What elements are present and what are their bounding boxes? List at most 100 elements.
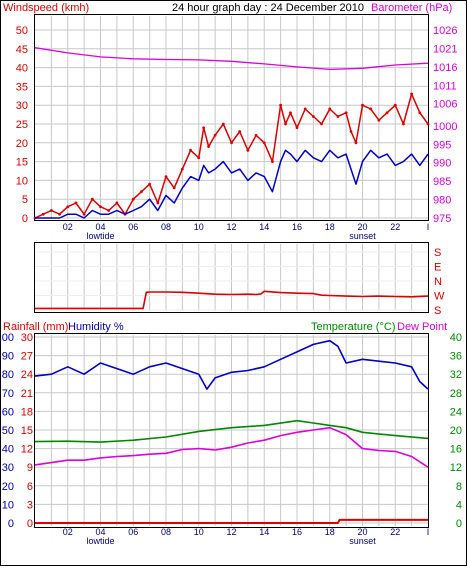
wind-data-point bbox=[262, 141, 266, 145]
wind-data-point bbox=[74, 201, 78, 205]
hour-tick-label: 10 bbox=[194, 222, 204, 232]
temperature-axis-label: Temperature (°C) bbox=[311, 321, 395, 333]
barometer-tick-label: 1026 bbox=[433, 25, 457, 37]
direction-label: E bbox=[434, 262, 441, 274]
wind-data-point bbox=[148, 182, 152, 186]
direction-label: S bbox=[434, 305, 441, 317]
hour-tick-label: 08 bbox=[161, 527, 171, 537]
barometer-series-line bbox=[34, 47, 429, 71]
wind-data-point bbox=[197, 156, 201, 160]
windspeed-tick-label: 30 bbox=[16, 100, 28, 112]
temperature-tick-label: 36 bbox=[450, 351, 462, 363]
rain-tick-label: 18 bbox=[21, 406, 33, 418]
barometer-tick-label: 995 bbox=[433, 139, 451, 151]
wind-data-point bbox=[279, 103, 283, 107]
wind-data-point bbox=[49, 209, 53, 212]
hour-tick-label: 04 bbox=[95, 527, 105, 537]
windspeed-tick-label: 20 bbox=[16, 138, 28, 150]
x-marker-label: lowtide bbox=[86, 231, 114, 241]
hour-tick-label: 14 bbox=[259, 527, 269, 537]
wind-data-point bbox=[349, 130, 353, 133]
wind-data-point bbox=[238, 130, 242, 133]
wind-data-point bbox=[402, 122, 405, 126]
wind-data-point bbox=[303, 107, 307, 111]
wind-data-point bbox=[164, 175, 168, 179]
temperature-tick-label: 28 bbox=[450, 388, 462, 400]
humidity-tick-label: 50 bbox=[2, 425, 14, 437]
barometer-tick-label: 980 bbox=[433, 195, 451, 207]
barometer-tick-label: 1011 bbox=[433, 80, 457, 92]
hour-tick-label: 12 bbox=[226, 222, 236, 232]
hour-tick-label: 12 bbox=[226, 527, 236, 537]
barometer-tick-label: 985 bbox=[433, 176, 451, 188]
temperature-tick-label: 8 bbox=[456, 481, 462, 493]
wind-data-point bbox=[354, 141, 358, 145]
barometer-tick-label: 975 bbox=[433, 213, 451, 225]
wind-data-point bbox=[41, 212, 45, 216]
humidity-tick-label: 90 bbox=[2, 351, 14, 363]
hour-tick-label: I bbox=[427, 527, 430, 537]
humidity-series-line bbox=[34, 339, 429, 390]
wind-data-point bbox=[271, 160, 274, 164]
hour-tick-label: 08 bbox=[161, 222, 171, 232]
wind-data-point bbox=[246, 148, 250, 152]
temperature-tick-label: 32 bbox=[450, 369, 462, 381]
wind-data-point bbox=[107, 209, 111, 212]
wind-data-point bbox=[140, 190, 143, 194]
wind-data-point bbox=[82, 212, 86, 216]
humidity-tick-label: 80 bbox=[2, 369, 14, 381]
humidity-tick-label: 100 bbox=[0, 332, 14, 344]
temperature-tick-label: 40 bbox=[450, 332, 462, 344]
hour-tick-label: 14 bbox=[259, 222, 269, 232]
hour-tick-label: 06 bbox=[128, 222, 138, 232]
wind-data-point bbox=[418, 111, 422, 115]
wind-data-point bbox=[426, 122, 430, 126]
windspeed-axis-label: Windspeed (kmh) bbox=[3, 2, 89, 14]
windspeed-tick-label: 0 bbox=[22, 213, 28, 225]
windspeed-tick-label: 35 bbox=[16, 81, 28, 93]
hour-tick-label: 06 bbox=[128, 527, 138, 537]
windspeed-tick-label: 50 bbox=[16, 25, 28, 37]
dewpoint-series-line bbox=[34, 426, 429, 468]
barometer-tick-label: 1021 bbox=[433, 43, 457, 55]
humidity-tick-label: 30 bbox=[2, 462, 14, 474]
rain-tick-label: 3 bbox=[27, 499, 33, 511]
windspeed-tick-label: 15 bbox=[16, 157, 28, 169]
barometer-tick-label: 1006 bbox=[433, 99, 457, 111]
wind-data-point bbox=[311, 115, 315, 118]
graph-title: 24 hour graph day : 24 December 2010 bbox=[172, 2, 364, 14]
dewpoint-axis-label: Dew Point bbox=[397, 321, 447, 333]
direction-label: N bbox=[434, 276, 442, 288]
hour-tick-label: 20 bbox=[357, 222, 367, 232]
rain-tick-label: 21 bbox=[21, 388, 33, 400]
humidity-tick-label: 40 bbox=[2, 444, 14, 456]
wind-data-point bbox=[156, 201, 160, 205]
temperature-tick-label: 0 bbox=[456, 518, 462, 530]
temperature-tick-label: 20 bbox=[450, 425, 462, 437]
wind-data-point bbox=[369, 107, 373, 111]
wind-data-point bbox=[115, 201, 119, 205]
temperature-tick-label: 12 bbox=[450, 462, 462, 474]
hour-tick-label: 22 bbox=[390, 527, 400, 537]
rain-tick-label: 0 bbox=[27, 518, 33, 530]
wind-data-point bbox=[377, 118, 381, 122]
hour-tick-label: 22 bbox=[390, 222, 400, 232]
hour-tick-label: I bbox=[427, 222, 430, 232]
wind-data-point bbox=[289, 111, 292, 115]
humidity-tick-label: 60 bbox=[2, 406, 14, 418]
wind-data-point bbox=[90, 197, 94, 201]
wind-data-point bbox=[230, 141, 233, 145]
hour-tick-label: 10 bbox=[194, 527, 204, 537]
wind-data-point bbox=[58, 212, 61, 216]
rain-tick-label: 12 bbox=[21, 444, 33, 456]
wind-data-point bbox=[172, 186, 176, 190]
wind-data-point bbox=[295, 126, 299, 130]
rain-tick-label: 15 bbox=[21, 425, 33, 437]
windspeed-tick-label: 25 bbox=[16, 119, 28, 131]
temperature-tick-label: 4 bbox=[456, 499, 462, 511]
wind-data-point bbox=[410, 92, 414, 96]
windspeed-tick-label: 5 bbox=[22, 194, 28, 206]
x-marker-label: sunset bbox=[349, 231, 376, 241]
